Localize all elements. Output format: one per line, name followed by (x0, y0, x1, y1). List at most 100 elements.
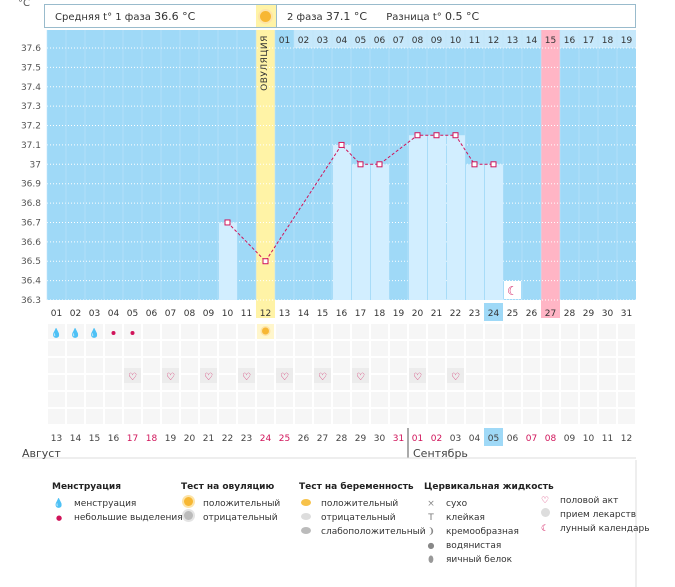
marker-cell (333, 324, 350, 339)
temperature-bar (447, 135, 465, 300)
top-day-number: 13 (507, 36, 518, 46)
marker-cell (599, 341, 616, 356)
marker-cell (219, 324, 236, 339)
cycle-day-number: 21 (431, 309, 442, 319)
marker-cell (504, 409, 521, 424)
marker-cell (238, 409, 255, 424)
marker-cell (143, 358, 160, 373)
marker-cell (523, 375, 540, 390)
heart-icon: ♡ (280, 372, 289, 383)
cycle-day-number: 14 (298, 309, 310, 319)
marker-cell (219, 392, 236, 407)
temperature-point (224, 219, 231, 226)
marker-cell (390, 358, 407, 373)
cycle-day-number: 06 (146, 309, 158, 319)
marker-cell (200, 392, 217, 407)
marker-cell (257, 358, 274, 373)
ovulation-positive-icon (262, 327, 269, 335)
temperature-point (376, 161, 383, 168)
temperature-bar (485, 164, 503, 300)
marker-cell (124, 392, 141, 407)
marker-cell (48, 341, 65, 356)
diff-value: 0.5 °C (444, 10, 480, 23)
calendar-date: 19 (165, 434, 177, 444)
marker-cell (67, 341, 84, 356)
phase2-box: 2 фаза 37.1 °C Разница t° 0.5 °C (276, 4, 636, 28)
marker-cell (542, 409, 559, 424)
marker-cell (333, 358, 350, 373)
top-day-number: 12 (488, 36, 499, 46)
menstruation-icon: 💧 (53, 499, 65, 509)
marker-cell (333, 341, 350, 356)
marker-cell (542, 341, 559, 356)
marker-cell (580, 324, 597, 339)
calendar-date: 26 (298, 434, 310, 444)
legend-item: небольшие выделения (74, 513, 183, 523)
marker-cell (523, 358, 540, 373)
top-day-number: 17 (583, 36, 594, 46)
y-tick-label: 37.5 (21, 63, 41, 73)
marker-cell (504, 358, 521, 373)
marker-cell (48, 324, 65, 339)
temperature-bar (428, 135, 446, 300)
marker-cell (542, 324, 559, 339)
heart-icon: ♡ (413, 372, 422, 383)
calendar-date: 15 (89, 434, 100, 444)
marker-cell (48, 392, 65, 407)
marker-cell (371, 341, 388, 356)
diff-label: Разница t° (386, 12, 442, 23)
marker-cell (485, 392, 502, 407)
today-date-cell (484, 428, 503, 446)
cycle-day-number: 04 (108, 309, 120, 319)
calendar-date: 02 (431, 434, 442, 444)
marker-cell (371, 375, 388, 390)
temperature-point (357, 161, 364, 168)
pregnancy-negative-icon (299, 511, 313, 525)
cycle-day-number: 02 (70, 309, 81, 319)
marker-cell (124, 409, 141, 424)
marker-cell (219, 358, 236, 373)
top-day-number: 19 (621, 36, 633, 46)
cycle-day-number: 25 (507, 309, 518, 319)
calendar-date: 31 (393, 434, 404, 444)
heart-icon: ♡ (356, 372, 365, 383)
cycle-day-number: 16 (336, 309, 348, 319)
marker-cell (428, 375, 445, 390)
calendar-date: 04 (469, 434, 481, 444)
calendar-date: 29 (355, 434, 367, 444)
marker-cell (295, 358, 312, 373)
marker-cell (276, 392, 293, 407)
moon-icon: ☾ (540, 524, 550, 534)
legend-item: отрицательный (203, 513, 278, 523)
marker-cell (371, 324, 388, 339)
pregnancy-positive-icon (299, 497, 313, 511)
ovulation-positive-icon (181, 497, 195, 511)
ovulation-negative-icon (181, 511, 195, 525)
y-tick-label: 37.2 (21, 122, 41, 132)
marker-cell (409, 341, 426, 356)
marker-cell (485, 375, 502, 390)
intercourse-cell (238, 368, 255, 383)
temperature-point (433, 132, 440, 139)
marker-cell (86, 375, 103, 390)
marker-cell (314, 341, 331, 356)
heart-icon: ♡ (540, 496, 550, 506)
heart-icon: ♡ (204, 372, 213, 383)
calendar-date: 06 (507, 434, 519, 444)
top-day-number: 14 (526, 36, 538, 46)
y-tick-label: 36.4 (21, 277, 41, 287)
calendar-date: 23 (241, 434, 252, 444)
cycle-day-number: 22 (450, 309, 461, 319)
cycle-day-number: 09 (203, 309, 215, 319)
heart-icon: ♡ (166, 372, 175, 383)
intercourse-cell (200, 368, 217, 383)
legend-item: положительный (321, 499, 399, 509)
marker-cell (181, 358, 198, 373)
legend-pregnancy-title: Тест на беременность (299, 482, 414, 492)
intercourse-cell (124, 368, 141, 383)
top-day-number: 07 (393, 36, 404, 46)
temperature-point (490, 161, 497, 168)
legend-cervical-title: Цервикальная жидкость (424, 482, 554, 492)
marker-cell (428, 358, 445, 373)
marker-cell (181, 341, 198, 356)
